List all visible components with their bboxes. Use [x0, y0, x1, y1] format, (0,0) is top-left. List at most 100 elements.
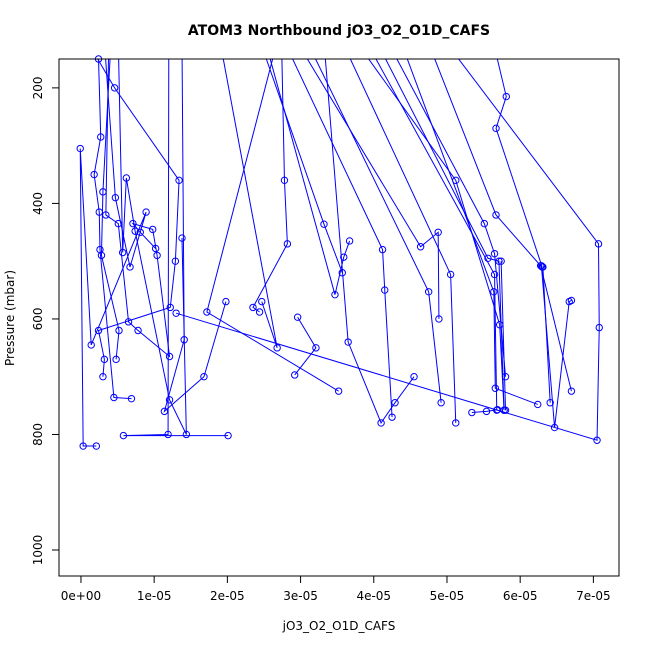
data-point — [129, 219, 137, 228]
y-tick-label: 600 — [31, 307, 45, 330]
series-line-12 — [269, 59, 351, 295]
data-point — [331, 290, 339, 299]
data-point — [490, 270, 499, 279]
data-point — [200, 373, 208, 381]
data-point — [468, 408, 476, 417]
data-point — [344, 338, 352, 346]
series-line-19 — [368, 59, 505, 411]
data-point — [312, 344, 320, 352]
data-point — [416, 243, 425, 251]
x-tick-label: 0e+00 — [61, 589, 101, 603]
data-point — [567, 387, 576, 395]
data-point — [495, 321, 504, 329]
plot-lines — [79, 59, 600, 447]
data-point — [160, 407, 169, 416]
data-point — [224, 431, 232, 440]
data-point — [122, 174, 131, 182]
y-tick-label: 400 — [31, 192, 45, 215]
data-point — [491, 384, 499, 392]
data-point — [153, 251, 161, 260]
data-point — [497, 257, 505, 265]
data-point — [490, 288, 498, 296]
data-point — [484, 254, 492, 262]
x-tick-label: 7e-05 — [576, 589, 611, 603]
x-axis-label: jO3_O2_O1D_CAFS — [282, 619, 396, 633]
data-point — [127, 394, 136, 403]
chart-title: ATOM3 Northbound jO3_O2_O1D_CAFS — [188, 23, 490, 39]
data-point — [480, 219, 489, 228]
data-point — [490, 249, 499, 258]
data-point — [115, 326, 123, 335]
data-point — [550, 423, 559, 432]
data-point — [110, 393, 118, 402]
data-point — [378, 245, 387, 254]
data-point — [388, 413, 396, 421]
series-line-23 — [406, 59, 538, 405]
series-line-8 — [163, 59, 227, 413]
x-tick-label: 5e-05 — [430, 589, 465, 603]
x-tick-label: 4e-05 — [356, 589, 391, 603]
data-point — [338, 269, 346, 277]
data-point — [97, 251, 106, 260]
series-line-18 — [349, 59, 457, 423]
series-line-20 — [375, 59, 498, 411]
data-point — [182, 430, 191, 439]
data-point — [164, 430, 172, 439]
data-point — [134, 326, 142, 335]
data-point — [118, 248, 127, 257]
data-point — [501, 406, 510, 414]
y-axis-label: Pressure (mbar) — [3, 270, 17, 366]
data-point — [172, 309, 180, 317]
x-axis: 0e+00 1e-05 2e-05 3e-05 4e-05 5e-05 6e-05 7e-05 — [61, 575, 611, 603]
data-point — [149, 225, 157, 234]
plot-points — [76, 55, 603, 450]
data-point — [110, 84, 119, 92]
y-tick-label: 200 — [31, 76, 45, 99]
data-point — [97, 133, 105, 141]
data-point — [495, 257, 503, 265]
series-line-6 — [118, 59, 187, 435]
data-point — [166, 303, 174, 312]
data-point — [493, 406, 501, 414]
data-point — [102, 211, 110, 219]
y-tick-label: 800 — [31, 423, 45, 446]
series-line-11 — [252, 59, 288, 313]
y-axis: 200 400 600 800 1000 — [31, 76, 60, 565]
data-point — [136, 228, 144, 237]
data-point — [537, 262, 546, 270]
data-point — [291, 371, 299, 379]
data-point — [280, 176, 289, 185]
series-line-29 — [294, 316, 317, 376]
data-point — [258, 297, 266, 306]
data-point — [142, 208, 150, 216]
data-point — [334, 387, 343, 395]
data-point — [345, 237, 354, 245]
data-point — [546, 399, 554, 407]
data-point — [435, 315, 443, 323]
series-line-5 — [105, 59, 171, 358]
series-line-9 — [222, 59, 278, 348]
data-point — [126, 263, 134, 271]
data-point — [434, 228, 442, 237]
series-line-14 — [292, 59, 393, 418]
data-point — [283, 240, 292, 248]
data-point — [76, 144, 84, 153]
data-point — [175, 176, 183, 185]
data-point — [593, 436, 601, 444]
data-point — [377, 419, 385, 427]
data-point — [131, 227, 139, 235]
data-point — [452, 176, 460, 185]
data-point — [501, 373, 510, 381]
data-point — [567, 296, 576, 305]
data-point — [452, 419, 460, 427]
data-point — [320, 220, 328, 228]
x-tick-label: 1e-05 — [137, 589, 172, 603]
data-point — [446, 270, 455, 279]
data-point — [111, 193, 120, 202]
data-point — [437, 399, 445, 407]
data-point — [222, 297, 230, 306]
data-point — [95, 208, 103, 216]
data-point — [203, 308, 211, 316]
series-line-16 — [315, 59, 442, 403]
data-point — [87, 341, 95, 349]
